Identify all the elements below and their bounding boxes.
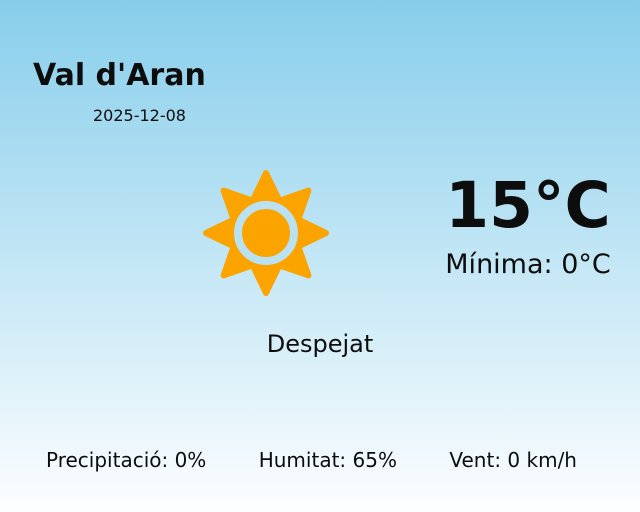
date-label: 2025-12-08 [93,106,186,125]
detail-precipitation: Precipitació: 0% [46,448,207,472]
detail-humidity: Humitat: 65% [258,448,397,472]
details-row: Precipitació: 0% Humitat: 65% Vent: 0 km… [46,450,577,470]
location-title: Val d'Aran [33,58,206,93]
temperature-block: 15°C Mínima: 0°C [428,174,628,278]
minimum-temperature: Mínima: 0°C [445,249,611,280]
sun-icon [200,167,332,299]
detail-wind: Vent: 0 km/h [449,448,577,472]
temperature-value: 15°C [445,169,611,242]
condition-label: Despejat [266,330,374,358]
